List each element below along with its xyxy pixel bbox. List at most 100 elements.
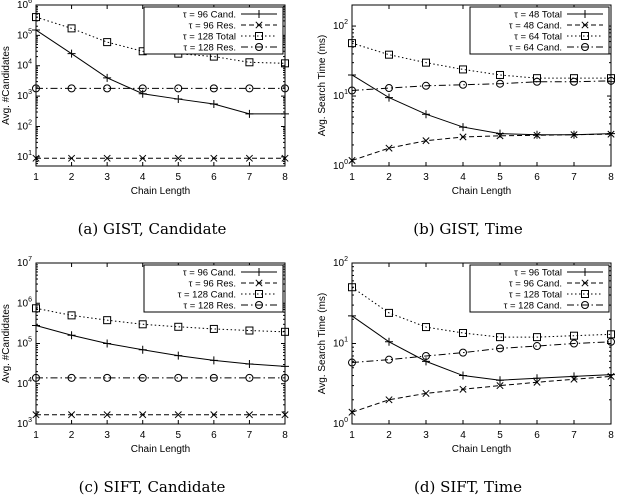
x-tick-label: 4 xyxy=(140,172,146,183)
series-3 xyxy=(348,283,615,342)
legend-label: τ = 128 Total xyxy=(509,290,562,301)
legend-label: τ = 64 Cand. xyxy=(509,43,562,54)
legend-label: τ = 128 Cand. xyxy=(504,301,562,312)
data-point xyxy=(174,351,183,360)
data-point xyxy=(103,84,112,93)
plot-frame xyxy=(351,4,612,167)
legend-label: τ = 96 Cand. xyxy=(183,268,236,279)
x-tick-label: 6 xyxy=(211,172,217,183)
data-point xyxy=(422,351,430,360)
y-tick-label: 104 xyxy=(17,377,32,390)
data-point xyxy=(422,357,430,366)
data-point xyxy=(607,372,615,380)
data-point xyxy=(385,144,393,152)
series-1 xyxy=(32,26,289,118)
legend-marker xyxy=(581,43,589,51)
series-line xyxy=(351,74,612,136)
y-tick-label: 103 xyxy=(17,89,32,102)
data-point xyxy=(281,362,289,371)
data-point xyxy=(459,348,467,357)
data-point xyxy=(174,95,183,104)
x-tick-label: 7 xyxy=(247,430,253,441)
data-point xyxy=(245,411,253,419)
data-point xyxy=(138,320,147,329)
data-point xyxy=(67,24,76,33)
x-tick-label: 3 xyxy=(104,430,110,441)
legend-label: τ = 96 Res. xyxy=(189,279,236,290)
data-point xyxy=(533,131,541,139)
data-point xyxy=(174,154,182,162)
series-2 xyxy=(32,154,289,162)
data-point xyxy=(496,132,504,140)
data-point xyxy=(103,339,112,348)
data-point xyxy=(174,322,183,331)
series-line xyxy=(351,133,612,161)
x-tick-label: 8 xyxy=(608,430,614,441)
data-point xyxy=(281,373,289,382)
legend-marker xyxy=(581,10,589,18)
legend-marker xyxy=(255,43,263,51)
x-tick-label: 2 xyxy=(69,172,75,183)
x-tick-label: 3 xyxy=(423,430,429,441)
legend-marker xyxy=(581,268,589,276)
y-axis-label: Avg. Search Time (ms) xyxy=(317,35,328,137)
legend-label: τ = 48 Total xyxy=(514,10,562,21)
data-point xyxy=(459,329,467,338)
data-point xyxy=(570,375,578,383)
data-point xyxy=(32,411,40,419)
legend-label: τ = 96 Res. xyxy=(189,21,236,32)
data-point xyxy=(281,59,289,68)
data-point xyxy=(422,58,430,67)
series-3 xyxy=(348,39,615,83)
data-point xyxy=(209,84,218,93)
legend-marker xyxy=(581,290,589,298)
data-point xyxy=(281,84,289,93)
legend-label: τ = 96 Cand. xyxy=(509,279,562,290)
y-tick-label: 102 xyxy=(333,256,348,269)
y-tick-label: 106 xyxy=(17,0,32,11)
series-1 xyxy=(32,321,289,371)
data-point xyxy=(348,86,356,95)
data-point xyxy=(103,316,112,325)
legend-marker xyxy=(255,279,263,287)
legend-label: τ = 128 Res. xyxy=(183,43,236,54)
plot-frame xyxy=(35,4,286,167)
data-point xyxy=(348,408,356,416)
data-point xyxy=(348,39,356,48)
data-point xyxy=(209,324,218,333)
series-4 xyxy=(348,76,615,95)
data-point xyxy=(459,80,467,89)
legend-marker xyxy=(255,21,263,29)
legend-marker xyxy=(581,21,589,29)
data-point xyxy=(68,154,76,162)
data-point xyxy=(32,154,40,162)
data-point xyxy=(496,333,504,342)
data-point xyxy=(496,376,504,385)
caption-d: (d) SIFT, Time xyxy=(414,478,522,496)
data-point xyxy=(138,89,147,98)
series-line xyxy=(351,286,612,338)
chart-4: 1 2 3 4 5 6 7 8 100 101 102 Chain Length Avg. Search… xyxy=(317,256,615,455)
data-point xyxy=(533,374,541,383)
x-axis-label: Chain Length xyxy=(452,444,512,455)
data-point xyxy=(348,156,356,165)
data-point xyxy=(281,109,289,118)
data-point xyxy=(348,358,356,367)
data-point xyxy=(533,342,541,351)
legend-label: τ = 128 Total xyxy=(183,32,236,43)
x-tick-label: 8 xyxy=(282,430,288,441)
series-line xyxy=(35,29,285,115)
data-point xyxy=(570,77,578,86)
data-point xyxy=(422,389,430,397)
series-3 xyxy=(32,304,289,336)
data-point xyxy=(67,311,76,320)
x-tick-label: 2 xyxy=(386,430,392,441)
x-axis-label: Chain Length xyxy=(131,444,191,455)
legend-label: τ = 128 Res. xyxy=(183,301,236,312)
legend-marker xyxy=(581,301,589,309)
data-point xyxy=(32,13,40,22)
legend-marker xyxy=(255,10,263,18)
